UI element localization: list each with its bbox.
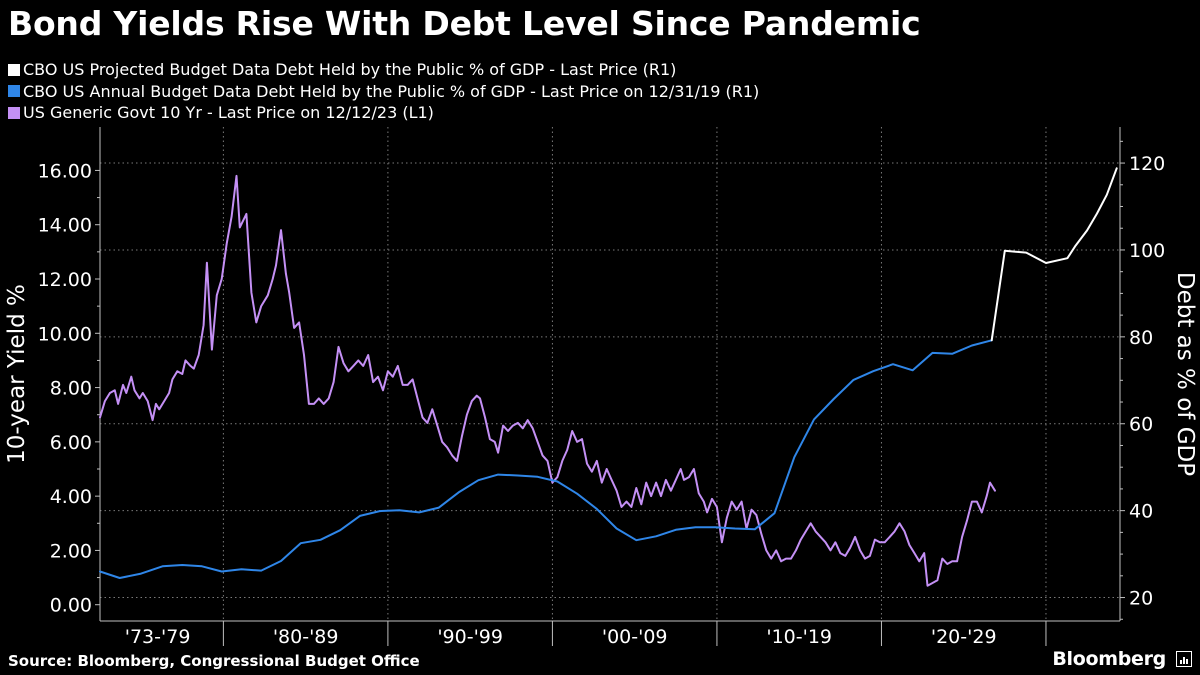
right-tick-label: 40: [1129, 501, 1153, 523]
left-tick-label: 2.00: [50, 540, 92, 562]
legend-label-10yr-yield: US Generic Govt 10 Yr - Last Price on 12…: [23, 103, 434, 123]
legend-swatch-10yr-yield: [8, 106, 20, 119]
yield-series-line: [99, 174, 996, 587]
legend-swatch-projected-debt: [8, 63, 20, 76]
legend-item-projected-debt: CBO US Projected Budget Data Debt Held b…: [8, 59, 759, 81]
x-tick-label: '73-'79: [125, 626, 191, 648]
annual-debt-series-line: [99, 339, 993, 579]
legend-label-annual-debt: CBO US Annual Budget Data Debt Held by t…: [23, 81, 760, 101]
right-tick-label: 20: [1129, 588, 1153, 610]
x-tick-label: '80-'89: [273, 626, 339, 648]
left-tick-label: 6.00: [50, 432, 92, 454]
grid-lines: [100, 127, 1120, 621]
x-tick-label: '10-'19: [766, 626, 832, 648]
right-tick-label: 60: [1129, 414, 1153, 436]
brand-name: Bloomberg: [1052, 648, 1166, 670]
axes: [95, 127, 1125, 646]
left-tick-label: 12.00: [38, 269, 92, 291]
legend-label-projected-debt: CBO US Projected Budget Data Debt Held b…: [23, 60, 677, 80]
x-tick-label: '90-'99: [437, 626, 503, 648]
left-tick-label: 4.00: [50, 486, 92, 508]
left-tick-label: 16.00: [38, 160, 92, 182]
legend-swatch-annual-debt: [8, 85, 20, 98]
source-note: Source: Bloomberg, Congressional Budget …: [8, 652, 420, 670]
right-axis-title: Debt as % of GDP: [1172, 272, 1198, 476]
x-tick-label: '00-'09: [602, 626, 668, 648]
right-tick-label: 80: [1129, 327, 1153, 349]
axis-labels: 0.00 2.00 4.00 6.00 8.00 10.00 12.00 14.00 16.00…: [4, 153, 1198, 648]
series-lines: [99, 167, 1118, 587]
legend-item-annual-debt: CBO US Annual Budget Data Debt Held by t…: [8, 81, 759, 103]
bloomberg-logo-icon: [1176, 651, 1192, 667]
left-tick-label: 10.00: [38, 323, 92, 345]
left-tick-label: 8.00: [50, 378, 92, 400]
x-tick-label: '20-'29: [931, 626, 997, 648]
left-tick-label: 0.00: [50, 595, 92, 617]
chart-title: Bond Yields Rise With Debt Level Since P…: [8, 4, 921, 43]
left-axis-title: 10-year Yield %: [4, 284, 30, 464]
right-tick-label: 100: [1129, 240, 1165, 262]
legend-item-10yr-yield: US Generic Govt 10 Yr - Last Price on 12…: [8, 102, 759, 124]
brand: Bloomberg: [1052, 648, 1192, 670]
legend: CBO US Projected Budget Data Debt Held b…: [8, 59, 759, 124]
right-tick-label: 120: [1129, 153, 1165, 175]
projected-debt-series-line: [990, 167, 1118, 342]
left-tick-label: 14.00: [38, 215, 92, 237]
